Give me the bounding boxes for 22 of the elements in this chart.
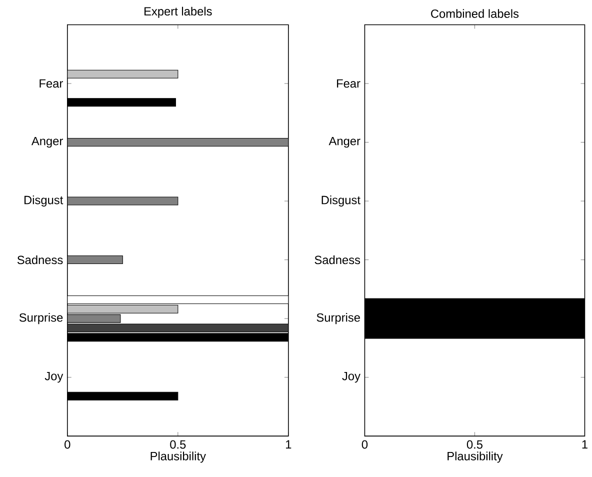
y-tick-label: Disgust xyxy=(322,196,360,207)
x-tick-label: 0.5 xyxy=(466,440,482,449)
y-tick-label: Anger xyxy=(328,137,360,148)
x-axis-title: Plausibility xyxy=(150,452,206,463)
y-tick-label: Sadness xyxy=(17,256,63,264)
chart-title: Combined labels xyxy=(431,9,519,18)
y-tick-label: Anger xyxy=(31,137,63,148)
y-tick-label: Sadness xyxy=(314,256,360,264)
y-tick-label: Fear xyxy=(40,80,63,88)
y-tick-label: Surprise xyxy=(316,313,360,324)
chart-title: Expert labels xyxy=(144,6,212,18)
y-tick-label: Fear xyxy=(337,80,360,88)
x-tick-label: 0 xyxy=(64,440,70,449)
x-tick-label: 1 xyxy=(286,440,292,449)
y-tick-label: Joy xyxy=(44,372,64,383)
x-tick-label: 1 xyxy=(582,440,588,449)
y-tick-label: Joy xyxy=(342,372,360,383)
x-tick-label: 0.5 xyxy=(170,440,186,449)
y-tick-label: Surprise xyxy=(19,313,63,324)
x-axis-title: Plausibility xyxy=(448,452,503,463)
x-tick-label: 0 xyxy=(362,440,368,449)
y-tick-label: Disgust xyxy=(24,196,64,207)
